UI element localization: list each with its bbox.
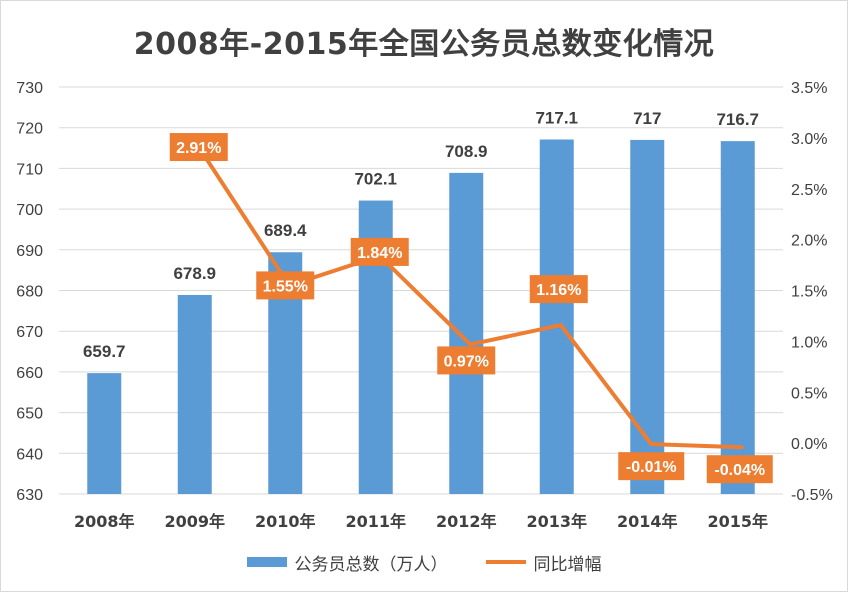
x-tick-label: 2013年 (526, 512, 587, 531)
legend-label-line: 同比增幅 (533, 554, 602, 575)
x-tick-label: 2012年 (436, 512, 497, 531)
left-tick-label: 650 (16, 406, 43, 423)
right-tick-label: 0.0% (791, 436, 827, 453)
bar (539, 139, 574, 495)
right-tick-label: 3.5% (791, 80, 827, 97)
bar-data-label: 717.1 (535, 109, 578, 128)
legend-item-line[interactable]: 同比增幅 (485, 550, 602, 575)
legend: 公务员总数（万人） 同比增幅 (1, 550, 847, 575)
x-tick-label: 2010年 (255, 512, 316, 531)
line-data-label: 1.16% (536, 282, 581, 299)
left-tick-label: 720 (16, 121, 43, 138)
bar-data-label: 708.9 (445, 142, 488, 161)
bar (449, 172, 484, 494)
bar-data-label: 716.7 (716, 110, 759, 129)
line-data-label: -0.04% (714, 462, 765, 479)
right-tick-label: 0.5% (791, 385, 827, 402)
line-data-label: 0.97% (444, 353, 489, 370)
legend-item-bar[interactable]: 公务员总数（万人） (246, 550, 448, 575)
line-label-box (437, 346, 496, 375)
x-tick-label: 2015年 (707, 512, 768, 531)
line-label-box (529, 275, 588, 304)
x-axis-labels: 2008年 2009年 2010年 2011年 2012年 2013年 2014年 2015年 (74, 512, 768, 531)
right-tick-label: 3.0% (791, 131, 827, 148)
line-data-labels: 2.91% 1.55% 1.84% 0.97% 1.16% -0.01% -0.04% (169, 133, 773, 484)
line-label-box (706, 455, 773, 484)
left-axis-ticks: 630 640 650 660 670 680 690 700 710 720 730 (16, 80, 43, 504)
bar (87, 373, 122, 494)
left-tick-label: 690 (16, 243, 43, 260)
left-tick-label: 680 (16, 284, 43, 301)
legend-swatch-line (485, 560, 526, 564)
gridlines (59, 86, 783, 495)
x-tick-label: 2009年 (164, 512, 225, 531)
right-tick-label: -0.5% (791, 487, 833, 504)
legend-label-bar: 公务员总数（万人） (294, 554, 448, 575)
bar-series (87, 139, 755, 495)
right-tick-label: 2.5% (791, 182, 827, 199)
bar-data-labels: 659.7 678.9 689.4 702.1 708.9 717.1 717 716.7 (83, 109, 759, 362)
line-data-label: 1.55% (263, 278, 308, 295)
left-tick-label: 710 (16, 161, 43, 178)
x-tick-label: 2008年 (74, 512, 135, 531)
right-tick-label: 1.5% (791, 284, 827, 301)
left-tick-label: 670 (16, 324, 43, 341)
left-tick-label: 700 (16, 202, 43, 219)
left-tick-label: 660 (16, 365, 43, 382)
bar-data-label: 678.9 (173, 264, 216, 283)
line-data-label: 2.91% (176, 140, 221, 157)
x-tick-label: 2011年 (345, 512, 406, 531)
left-tick-label: 730 (16, 80, 43, 97)
bar-data-label: 717 (633, 109, 661, 128)
left-tick-label: 630 (16, 487, 43, 504)
line-label-box (350, 237, 409, 266)
line-label-box (256, 271, 315, 300)
x-tick-label: 2014年 (617, 512, 678, 531)
line-data-label: -0.01% (626, 459, 677, 476)
bar (630, 139, 665, 494)
bar-data-label: 702.1 (354, 170, 397, 189)
right-axis-ticks: -0.5% 0.0% 0.5% 1.0% 1.5% 2.0% 2.5% 3.0% 3.5% (791, 80, 833, 504)
line-label-box (618, 452, 685, 481)
legend-swatch-bar (246, 557, 287, 567)
bar (720, 141, 755, 495)
right-tick-label: 2.0% (791, 233, 827, 250)
bar (177, 294, 212, 494)
chart-title: 2008年-2015年全国公务员总数变化情况 (133, 27, 715, 62)
line-label-box (169, 133, 228, 162)
right-tick-label: 1.0% (791, 334, 827, 351)
line-data-label: 1.84% (357, 245, 402, 262)
bar-data-label: 659.7 (83, 342, 126, 361)
left-tick-label: 640 (16, 446, 43, 463)
bar-data-label: 689.4 (264, 221, 307, 240)
